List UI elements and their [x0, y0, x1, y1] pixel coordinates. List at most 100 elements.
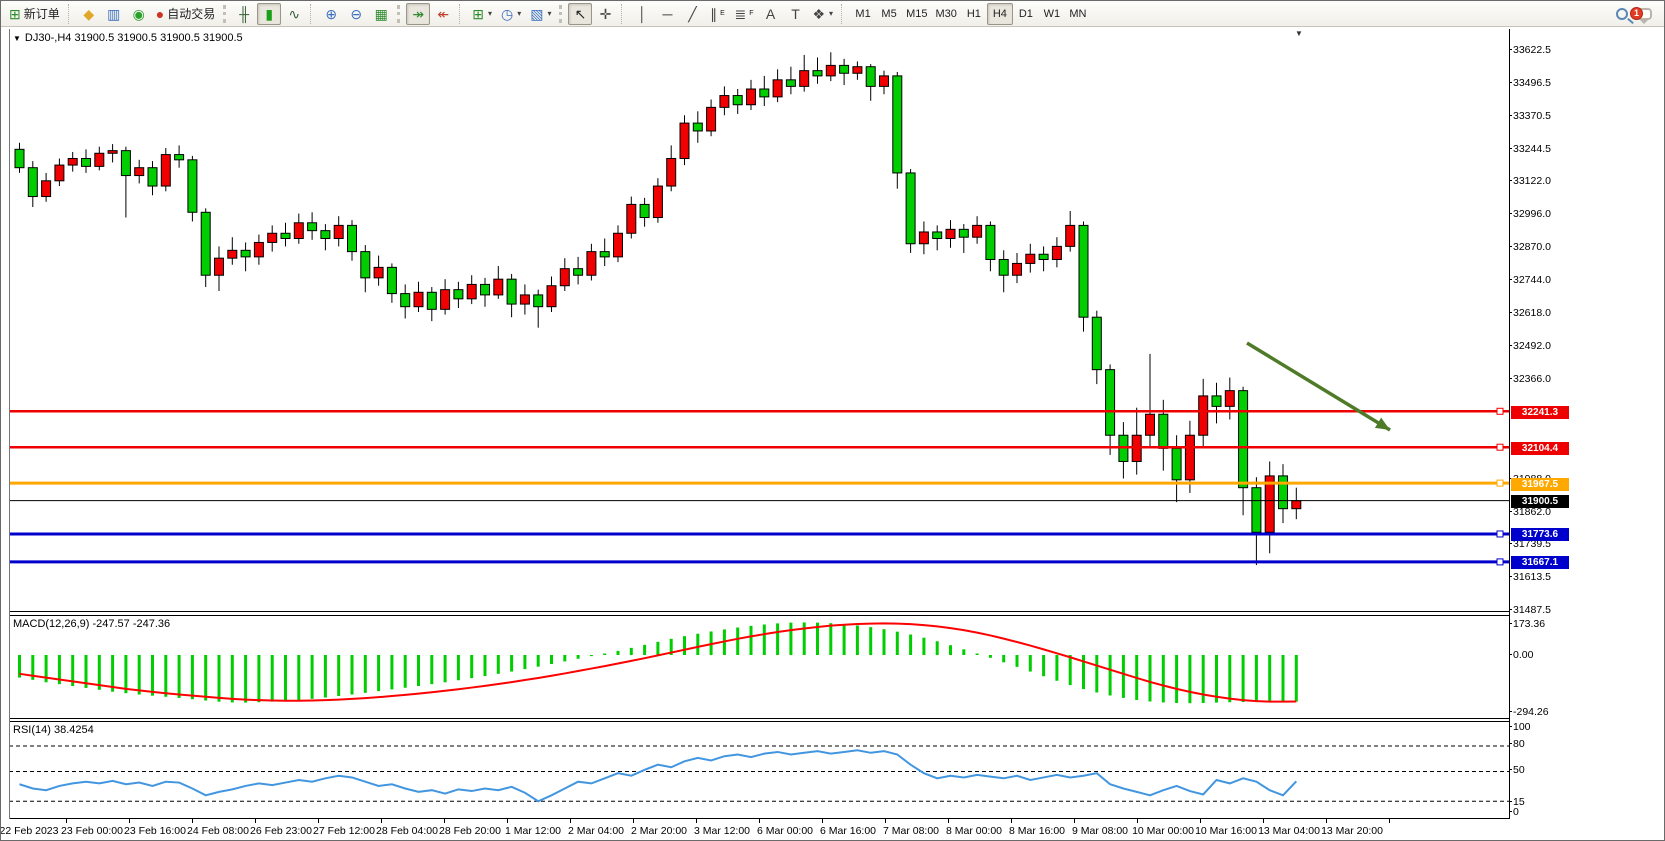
tile-windows-button[interactable]: ▦ — [369, 3, 393, 25]
notification-badge: 1 — [1630, 6, 1643, 20]
horizontal-line-button[interactable]: ─ — [655, 3, 679, 25]
line-chart-button[interactable]: ∿ — [282, 3, 306, 25]
fibonacci-button[interactable]: ≣ F — [730, 3, 757, 25]
timeframe-group: M1 M5 M15 M30 H1 H4 D1 W1 MN — [850, 2, 1091, 25]
text-label-button[interactable]: T — [783, 3, 807, 25]
chart-shift-marker: ▼ — [1295, 29, 1303, 38]
new-order-button-label: 新订单 — [23, 7, 60, 21]
dropdown-arrow-icon[interactable]: ▾ — [517, 9, 522, 18]
time-axis[interactable]: 22 Feb 2023 23 Feb 00:00 23 Feb 16:00 24 Fe… — [0, 819, 1509, 840]
timeframe-w1-button[interactable]: W1 — [1039, 3, 1065, 25]
time-tick — [822, 819, 823, 823]
macd-panel[interactable]: MACD(12,26,9) -247.57 -247.36 — [9, 615, 1509, 719]
candlestick-chart-button[interactable]: ▮ — [257, 2, 282, 25]
time-tick — [444, 819, 445, 823]
axis-tick: 50 — [1509, 764, 1525, 776]
timeframe-mn-button[interactable]: MN — [1065, 3, 1091, 25]
trendline-button[interactable]: ╱ — [680, 3, 704, 25]
chat-icon[interactable]: 1 — [1630, 6, 1652, 24]
axis-tick: 32492.0 — [1509, 340, 1551, 352]
time-label: 10 Mar 16:00 — [1195, 825, 1257, 837]
time-label: 26 Feb 23:00 — [250, 825, 312, 837]
new-order-button[interactable]: ⊞ 新订单 — [5, 3, 64, 25]
add-indicator-button[interactable]: ⊞ ▾ — [468, 3, 496, 25]
rsi-surface[interactable] — [9, 722, 1509, 820]
cursor-icon: ↖ — [574, 5, 587, 22]
text-icon: A — [765, 5, 776, 22]
market-watch-button[interactable]: ▥ — [102, 3, 126, 25]
time-tick — [1137, 819, 1138, 823]
crosshair-button[interactable]: ✛ — [593, 3, 617, 25]
plot-left-edge — [9, 29, 10, 819]
arrows-button[interactable]: ❖ ▾ — [808, 3, 837, 25]
rsi-label: RSI(14) 38.4254 — [13, 724, 94, 736]
equidistant-channel-button[interactable]: ∥ E — [705, 3, 729, 25]
time-label: 9 Mar 08:00 — [1071, 825, 1129, 837]
signals-button[interactable]: ◉ — [127, 3, 151, 25]
cursor-button[interactable]: ↖ — [568, 2, 593, 25]
trend-arrow-annotation — [1246, 341, 1391, 432]
chart-shift-button[interactable]: ↞ — [431, 3, 455, 25]
time-tick — [507, 819, 508, 823]
timeframe-m30-button[interactable]: M30 — [931, 3, 960, 25]
toolbar-separator — [67, 3, 73, 24]
rsi-panel[interactable]: RSI(14) 38.4254 — [9, 721, 1509, 819]
vertical-line-button[interactable]: │ — [630, 3, 654, 25]
timeframe-m1-button[interactable]: M1 — [850, 3, 876, 25]
time-tick — [1011, 819, 1012, 823]
dropdown-arrow-icon[interactable]: ▾ — [547, 9, 552, 18]
periods-button[interactable]: ◷ ▾ — [497, 3, 525, 25]
timeframe-h4-button[interactable]: H4 — [986, 2, 1013, 25]
symbol-ohlc-readout: DJ30-,H4 31900.5 31900.5 31900.5 31900.5 — [24, 32, 243, 44]
axis-tick: 15 — [1509, 796, 1525, 808]
time-tick — [255, 819, 256, 823]
chart-window[interactable]: ▼ DJ30-,H4 31900.5 31900.5 31900.5 31900.… — [1, 28, 1664, 840]
time-tick — [759, 819, 760, 823]
time-tick — [381, 819, 382, 823]
zoom-out-button[interactable]: ⊖ — [344, 3, 368, 25]
chart-title: ▼ DJ30-,H4 31900.5 31900.5 31900.5 31900.… — [13, 32, 243, 44]
timeframe-m15-button[interactable]: M15 — [902, 3, 931, 25]
templates-button[interactable]: ▧ ▾ — [526, 3, 555, 25]
auto-scroll-button[interactable]: ↠ — [406, 2, 431, 25]
time-tick — [885, 819, 886, 823]
indicators-color-button[interactable]: ◆ — [77, 3, 101, 25]
text-button[interactable]: A — [758, 3, 782, 25]
indicators-color-icon: ◆ — [83, 5, 95, 22]
current-price-label: 31900.5 — [1511, 495, 1569, 509]
timeframe-m5-button[interactable]: M5 — [876, 3, 902, 25]
symbol-dropdown-icon[interactable]: ▼ — [13, 34, 21, 43]
time-label: 23 Feb 00:00 — [61, 825, 123, 837]
dropdown-arrow-icon[interactable]: ▾ — [487, 9, 492, 18]
line-handle — [1496, 443, 1504, 451]
time-label: 22 Feb 2023 — [0, 825, 59, 837]
candlestick-series — [14, 52, 1302, 566]
bar-chart-button[interactable]: ╫ — [232, 3, 256, 25]
arrow-head — [1374, 417, 1390, 430]
rsi-line — [19, 749, 1298, 803]
line-price-label: 32104.4 — [1511, 441, 1569, 455]
axis-tick: 33370.5 — [1509, 110, 1551, 122]
price-chart-panel[interactable]: ▼ DJ30-,H4 31900.5 31900.5 31900.5 31900.… — [9, 29, 1509, 612]
price-axis[interactable]: 33622.5 33496.5 33370.5 33244.5 33122.0 32996… — [1508, 29, 1664, 819]
auto-trading-button[interactable]: ● 自动交易 — [152, 3, 219, 25]
time-label: 2 Mar 20:00 — [630, 825, 688, 837]
timeframe-d1-button[interactable]: D1 — [1013, 3, 1039, 25]
toolbar-separator — [459, 3, 464, 24]
toolbar-grip — [559, 4, 564, 23]
time-label: 8 Mar 00:00 — [945, 825, 1003, 837]
search-icon[interactable] — [1616, 7, 1628, 20]
axis-tick: 31613.5 — [1509, 571, 1551, 583]
macd-surface[interactable] — [9, 616, 1509, 720]
new-order-icon: ⊞ — [9, 5, 21, 22]
axis-tick: 31487.5 — [1509, 604, 1551, 616]
toolbar-separator — [621, 3, 626, 24]
time-label: 1 Mar 12:00 — [504, 825, 562, 837]
axis-tick: 32618.0 — [1509, 307, 1551, 319]
time-tick — [948, 819, 949, 823]
timeframe-h1-button[interactable]: H1 — [961, 3, 987, 25]
candlestick-chart-surface[interactable] — [9, 29, 1509, 612]
dropdown-arrow-icon[interactable]: ▾ — [829, 9, 834, 18]
zoom-in-button[interactable]: ⊕ — [319, 3, 343, 25]
